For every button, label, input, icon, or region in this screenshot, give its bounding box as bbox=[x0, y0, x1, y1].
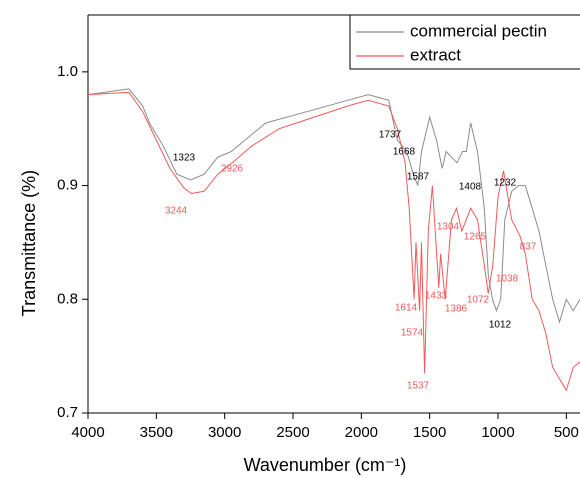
peak-label: 1537 bbox=[407, 381, 430, 392]
peak-label: 1012 bbox=[489, 320, 512, 331]
x-tick-label: 1000 bbox=[481, 424, 514, 441]
peak-label: 1668 bbox=[393, 147, 416, 158]
legend-label: extract bbox=[410, 45, 461, 64]
series-line bbox=[87, 91, 580, 392]
y-tick-label: 1.0 bbox=[57, 63, 78, 80]
peak-label: 1265 bbox=[464, 232, 487, 243]
x-tick-label: 1500 bbox=[413, 424, 446, 441]
x-tick-label: 3000 bbox=[208, 424, 241, 441]
y-tick-label: 0.8 bbox=[57, 290, 78, 307]
peak-label: 1433 bbox=[425, 291, 448, 302]
x-tick-label: 2000 bbox=[345, 424, 378, 441]
peak-label: 1232 bbox=[494, 178, 517, 189]
legend-label: commercial pectin bbox=[410, 21, 547, 40]
peak-label: 3244 bbox=[165, 206, 188, 217]
y-tick-label: 0.7 bbox=[57, 404, 78, 421]
peak-label: 1038 bbox=[496, 274, 519, 285]
peak-label: 2926 bbox=[221, 164, 244, 175]
series-line bbox=[87, 88, 580, 324]
peak-label: 1072 bbox=[467, 295, 490, 306]
x-tick-label: 500 bbox=[554, 424, 579, 441]
y-axis-label: Transmittance (%) bbox=[19, 170, 39, 316]
peak-label: 1323 bbox=[173, 153, 196, 164]
x-tick-label: 4000 bbox=[71, 424, 104, 441]
peak-label: 1737 bbox=[379, 130, 402, 141]
peak-label: 837 bbox=[520, 242, 537, 253]
peak-label: 1574 bbox=[401, 328, 424, 339]
y-tick-label: 0.9 bbox=[57, 177, 78, 194]
peak-label: 1408 bbox=[459, 182, 482, 193]
peak-label: 1587 bbox=[407, 172, 430, 183]
peak-label: 1386 bbox=[445, 304, 468, 315]
peak-label: 1614 bbox=[395, 303, 418, 314]
x-axis-label: Wavenumber (cm⁻¹) bbox=[244, 455, 407, 475]
x-tick-label: 3500 bbox=[140, 424, 173, 441]
x-tick-label: 2500 bbox=[276, 424, 309, 441]
peak-label: 1304 bbox=[437, 222, 460, 233]
legend-box bbox=[349, 14, 580, 70]
